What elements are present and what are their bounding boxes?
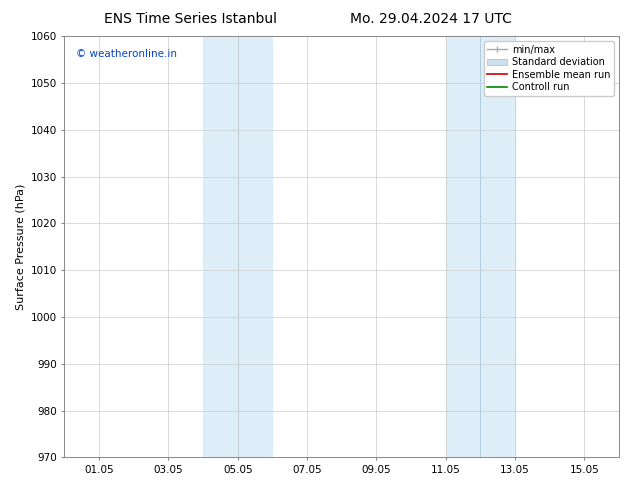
Y-axis label: Surface Pressure (hPa): Surface Pressure (hPa) — [15, 184, 25, 310]
Bar — [203, 36, 238, 457]
Legend: min/max, Standard deviation, Ensemble mean run, Controll run: min/max, Standard deviation, Ensemble me… — [484, 41, 614, 96]
Bar — [238, 36, 273, 457]
Text: © weatheronline.in: © weatheronline.in — [75, 49, 176, 59]
Bar — [481, 36, 515, 457]
Bar — [446, 36, 481, 457]
Text: Mo. 29.04.2024 17 UTC: Mo. 29.04.2024 17 UTC — [350, 12, 512, 26]
Text: ENS Time Series Istanbul: ENS Time Series Istanbul — [104, 12, 276, 26]
